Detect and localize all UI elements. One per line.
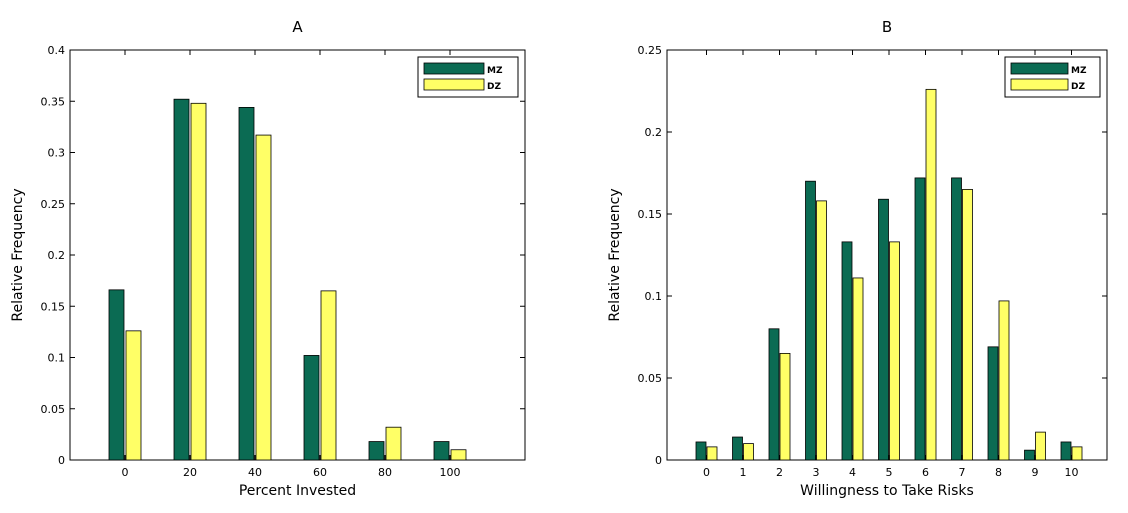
y-tick-label: 0.1 [645, 290, 663, 303]
y-tick-label: 0.15 [638, 208, 663, 221]
legend-label-mz: MZ [1071, 66, 1087, 76]
x-axis-title: Willingness to Take Risks [800, 483, 974, 499]
bar-mz-7 [951, 177, 962, 461]
y-tick-label: 0.3 [48, 147, 66, 160]
x-tick-label: 0 [703, 466, 710, 479]
bar-dz-20 [190, 102, 207, 461]
x-tick-label: 100 [440, 466, 461, 479]
x-tick-label: 3 [813, 466, 820, 479]
x-tick-label: 2 [776, 466, 783, 479]
bar-dz-1 [743, 443, 754, 461]
legend-label-dz: DZ [487, 82, 501, 92]
legend-swatch-dz [423, 78, 485, 91]
y-tick-label: 0.25 [41, 198, 66, 211]
x-tick-label: 10 [1065, 466, 1079, 479]
bar-mz-3 [805, 180, 816, 461]
x-tick-label: 6 [922, 466, 929, 479]
bar-dz-40 [255, 134, 272, 461]
x-tick-label: 60 [313, 466, 327, 479]
plot-area-0 [69, 49, 526, 461]
x-tick-label: 9 [1032, 466, 1039, 479]
bar-mz-4 [841, 241, 853, 461]
bar-dz-8 [998, 300, 1010, 461]
bar-dz-4 [852, 277, 864, 461]
y-tick-label: 0.15 [41, 300, 66, 313]
legend-swatch-mz [423, 62, 485, 75]
bar-mz-2 [768, 328, 780, 461]
x-axis-title: Percent Invested [239, 483, 356, 499]
legend-swatch-mz [1010, 62, 1069, 75]
x-tick-label: 8 [995, 466, 1002, 479]
bar-dz-0 [125, 330, 142, 461]
legend-swatch-dz [1010, 78, 1069, 91]
bar-mz-1 [732, 436, 743, 461]
y-tick-label: 0.2 [645, 126, 663, 139]
bar-dz-80 [385, 426, 402, 461]
bar-dz-7 [962, 188, 973, 461]
bar-dz-100 [450, 449, 467, 461]
bar-mz-10 [1060, 441, 1072, 461]
y-tick-label: 0.2 [48, 249, 66, 262]
y-tick-label: 0.05 [638, 372, 663, 385]
y-tick-label: 0.35 [41, 95, 66, 108]
panel-title: B [882, 18, 892, 36]
x-tick-label: 40 [248, 466, 262, 479]
bar-dz-0 [706, 446, 718, 461]
y-axis-title: Relative Frequency [10, 188, 26, 321]
x-tick-label: 5 [886, 466, 893, 479]
bar-mz-9 [1024, 449, 1035, 461]
bar-dz-5 [889, 241, 900, 461]
bar-mz-80 [368, 441, 385, 461]
bar-dz-10 [1071, 446, 1083, 461]
legend-label-mz: MZ [487, 66, 503, 76]
bar-mz-20 [173, 98, 190, 461]
bar-dz-60 [320, 290, 337, 461]
bar-mz-8 [987, 346, 999, 461]
bar-mz-5 [878, 198, 889, 461]
bar-mz-0 [695, 441, 707, 461]
panel-title: A [292, 18, 303, 36]
x-tick-label: 4 [849, 466, 856, 479]
y-tick-label: 0 [58, 454, 65, 467]
bar-dz-3 [816, 200, 827, 461]
bar-mz-40 [238, 107, 255, 461]
bar-mz-60 [303, 355, 320, 461]
y-tick-label: 0.4 [48, 44, 66, 57]
bar-dz-9 [1035, 431, 1046, 461]
bar-mz-100 [433, 441, 450, 461]
y-tick-label: 0.25 [638, 44, 663, 57]
bar-mz-6 [914, 177, 926, 461]
bar-dz-2 [779, 352, 791, 461]
bar-dz-6 [925, 88, 937, 461]
y-tick-label: 0.1 [48, 352, 66, 365]
x-tick-label: 7 [959, 466, 966, 479]
x-tick-label: 0 [122, 466, 129, 479]
x-tick-label: 1 [740, 466, 747, 479]
y-tick-label: 0.05 [41, 403, 66, 416]
legend-label-dz: DZ [1071, 82, 1085, 92]
y-axis-title: Relative Frequency [607, 188, 623, 321]
x-tick-label: 80 [378, 466, 392, 479]
y-tick-label: 0 [655, 454, 662, 467]
bar-mz-0 [108, 289, 125, 461]
x-tick-label: 20 [183, 466, 197, 479]
